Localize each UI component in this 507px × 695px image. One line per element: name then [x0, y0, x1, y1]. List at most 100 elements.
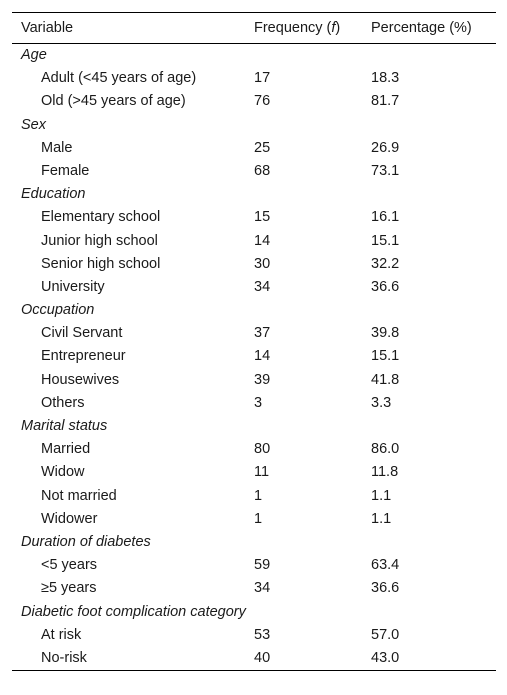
row-label: Elementary school: [41, 209, 161, 226]
row-frequency: 3: [254, 394, 263, 411]
row-label: ≥5 years: [41, 580, 97, 597]
row-frequency: 34: [254, 278, 271, 295]
row-frequency: 17: [254, 70, 271, 87]
row-percentage: 1.1: [371, 487, 392, 504]
row-frequency: 68: [254, 162, 271, 179]
table-row: Married 80 86.0: [12, 438, 496, 461]
group-label: Duration of diabetes: [21, 533, 151, 550]
row-frequency: 59: [254, 557, 271, 574]
group-label: Sex: [21, 116, 46, 133]
row-frequency: 25: [254, 139, 271, 156]
table-group-row: Diabetic foot complication category: [12, 601, 496, 624]
row-percentage: 73.1: [371, 162, 400, 179]
header-variable: Variable: [21, 20, 74, 36]
row-label: University: [41, 278, 105, 295]
row-label: Civil Servant: [41, 325, 123, 342]
row-percentage: 18.3: [371, 70, 400, 87]
row-frequency: 80: [254, 441, 271, 458]
table-row: Elementary school 15 16.1: [12, 206, 496, 229]
table-row: Entrepreneur 14 15.1: [12, 345, 496, 368]
row-label: Entrepreneur: [41, 348, 126, 365]
row-label: Housewives: [41, 371, 120, 388]
row-frequency: 76: [254, 93, 271, 110]
row-frequency: 1: [254, 510, 263, 527]
row-label: At risk: [41, 626, 82, 643]
row-percentage: 81.7: [371, 93, 400, 110]
table-body: Age Adult (<45 years of age) 17 18.3 Old (>4…: [12, 44, 496, 670]
group-label: Marital status: [21, 418, 108, 434]
table-group-row: Age: [12, 44, 496, 67]
table-row: At risk 53 57.0: [12, 624, 496, 647]
row-percentage: 1.1: [371, 510, 392, 527]
row-label: Widow: [41, 464, 85, 481]
table-row: Senior high school 30 32.2: [12, 253, 496, 276]
table-row: <5 years 59 63.4: [12, 554, 496, 577]
table-row: Widower 1 1.1: [12, 508, 496, 531]
row-label: Not married: [41, 487, 117, 504]
table-header-row: Variable Frequency (f) Percentage (%): [12, 13, 496, 43]
row-frequency: 40: [254, 649, 271, 666]
row-percentage: 36.6: [371, 278, 400, 295]
table-group-row: Marital status: [12, 415, 496, 438]
row-frequency: 30: [254, 255, 271, 272]
table-group-row: Sex: [12, 114, 496, 137]
row-frequency: 1: [254, 487, 263, 504]
table-row: Housewives 39 41.8: [12, 369, 496, 392]
row-percentage: 43.0: [371, 649, 400, 666]
row-frequency: 11: [254, 464, 270, 481]
top-rule: [12, 12, 496, 13]
table-row: Civil Servant 37 39.8: [12, 322, 496, 345]
row-label: <5 years: [41, 557, 98, 574]
table-group-row: Occupation: [12, 299, 496, 322]
row-frequency: 15: [254, 209, 271, 226]
row-percentage: 26.9: [371, 139, 400, 156]
table-row: No-risk 40 43.0: [12, 647, 496, 670]
row-percentage: 16.1: [371, 209, 400, 226]
row-percentage: 11.8: [371, 464, 399, 481]
row-percentage: 86.0: [371, 441, 400, 458]
group-label: Age: [21, 47, 47, 63]
row-frequency: 14: [254, 232, 271, 249]
table-row: Others 3 3.3: [12, 392, 496, 415]
row-label: Widower: [41, 510, 98, 527]
row-label: Others: [41, 394, 85, 411]
row-label: Junior high school: [41, 232, 158, 249]
table-row: Adult (<45 years of age) 17 18.3: [12, 67, 496, 90]
table-group-row: Duration of diabetes: [12, 531, 496, 554]
group-label: Diabetic foot complication category: [21, 603, 246, 620]
row-frequency: 53: [254, 626, 271, 643]
row-label: Senior high school: [41, 255, 161, 272]
data-table: Variable Frequency (f) Percentage (%) Ag…: [12, 12, 496, 672]
row-percentage: 41.8: [371, 371, 400, 388]
header-frequency-symbol: f: [331, 20, 336, 36]
row-percentage: 36.6: [371, 580, 400, 597]
row-label: Female: [41, 162, 90, 179]
group-label: Occupation: [21, 302, 95, 319]
table-row: Junior high school 14 15.1: [12, 230, 496, 253]
row-frequency: 37: [254, 325, 271, 342]
header-frequency-suffix: ): [335, 20, 341, 36]
row-percentage: 32.2: [371, 255, 400, 272]
table-row: University 34 36.6: [12, 276, 496, 299]
row-percentage: 63.4: [371, 557, 400, 574]
table-row: Widow 11 11.8: [12, 461, 496, 484]
row-percentage: 15.1: [371, 232, 400, 249]
table-row: Old (>45 years of age) 76 81.7: [12, 90, 496, 113]
table-row: Male 25 26.9: [12, 137, 496, 160]
row-percentage: 39.8: [371, 325, 400, 342]
row-label: Male: [41, 139, 73, 156]
row-label: Adult (<45 years of age): [41, 70, 197, 87]
header-frequency: Frequency (f): [254, 13, 371, 43]
row-frequency: 39: [254, 371, 271, 388]
table-group-row: Education: [12, 183, 496, 206]
row-frequency: 34: [254, 580, 271, 597]
table-row: Female 68 73.1: [12, 160, 496, 183]
table-row: ≥5 years 34 36.6: [12, 577, 496, 600]
row-percentage: 15.1: [371, 348, 400, 365]
header-frequency-prefix: Frequency (: [254, 20, 332, 36]
row-label: No-risk: [41, 649, 87, 666]
table-row: Not married 1 1.1: [12, 485, 496, 508]
bottom-rule: [12, 670, 496, 672]
row-frequency: 14: [254, 348, 271, 365]
row-label: Married: [41, 441, 91, 458]
